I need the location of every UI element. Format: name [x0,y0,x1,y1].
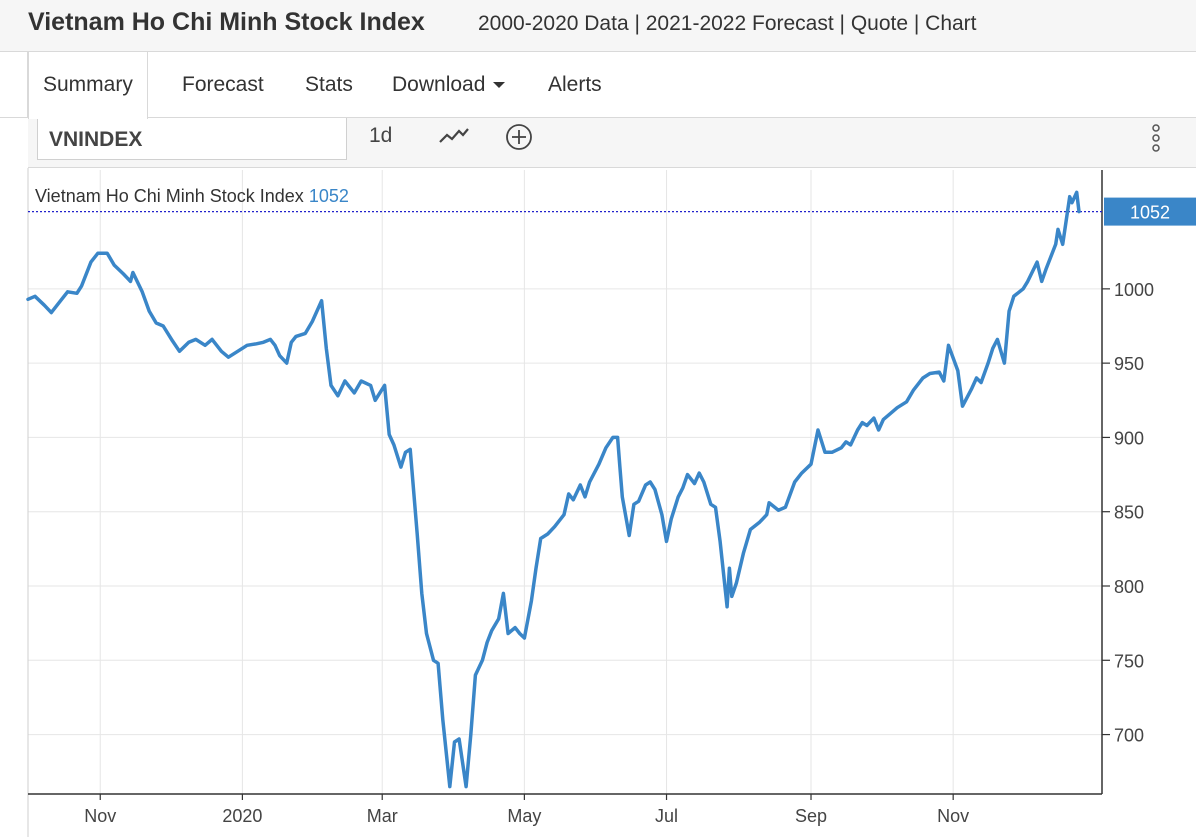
y-tick-label: 800 [1114,577,1144,597]
series-line [26,190,1081,789]
x-tick-label: May [507,806,541,826]
tab-summary[interactable]: Summary [28,52,148,119]
vertical-dots-icon[interactable] [1148,122,1164,152]
tab-stats-label: Stats [305,73,353,96]
legend-series-value: 1052 [308,186,349,206]
tab-alerts[interactable]: Alerts [548,52,602,118]
symbol-input[interactable]: VNINDEX [37,118,347,160]
y-axis-ticks: 700 750 800 850 900 950 1000 [1102,280,1154,746]
x-axis-ticks: Nov 2020 Mar May Jul Sep Nov [84,794,969,826]
x-tick-label: Nov [937,806,969,826]
header-links[interactable]: 2000-2020 Data | 2021-2022 Forecast | Qu… [478,12,977,35]
y-tick-label: 700 [1114,726,1144,746]
x-tick-label: 2020 [222,806,262,826]
tab-summary-label: Summary [43,73,133,96]
x-tick-label: Nov [84,806,116,826]
y-tick-label: 750 [1114,651,1144,671]
tab-alerts-label: Alerts [548,73,602,96]
tab-forecast-label: Forecast [182,73,264,96]
legend-series-name: Vietnam Ho Chi Minh Stock Index [35,186,304,206]
tab-bar-divider [27,52,28,118]
chart-grid [28,170,1102,794]
page-header: Vietnam Ho Chi Minh Stock Index 2000-202… [0,0,1196,52]
y-tick-label: 850 [1114,503,1144,523]
tab-stats[interactable]: Stats [305,52,353,118]
chevron-down-icon [493,82,506,89]
tab-bar [0,52,1196,118]
tab-download-label: Download [392,73,486,96]
x-tick-label: Mar [367,806,398,826]
x-tick-label: Sep [795,806,827,826]
y-tick-label: 950 [1114,354,1144,374]
x-tick-label: Jul [655,806,678,826]
plus-circle-icon[interactable] [505,123,533,153]
tab-forecast[interactable]: Forecast [182,52,264,118]
page-title: Vietnam Ho Chi Minh Stock Index [28,8,425,36]
last-price-badge: 1052 [1104,197,1196,226]
line-chart-icon[interactable] [439,126,469,156]
last-price-badge-bg [1104,197,1196,226]
y-tick-label: 1000 [1114,280,1154,300]
tab-download[interactable]: Download [392,52,506,118]
y-tick-label: 900 [1114,428,1144,448]
last-price-badge-label: 1052 [1130,203,1170,223]
chart-legend: Vietnam Ho Chi Minh Stock Index 1052 [35,186,349,207]
interval-button[interactable]: 1d [369,124,393,147]
